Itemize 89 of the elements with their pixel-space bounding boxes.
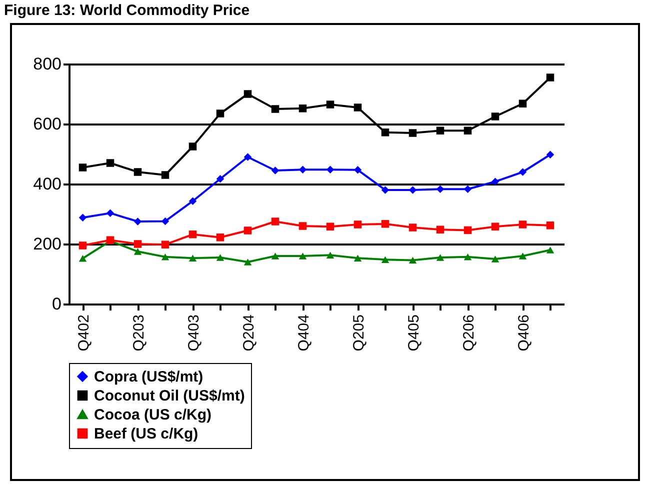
point: [491, 222, 500, 230]
point: [244, 153, 252, 161]
point: [381, 186, 390, 194]
legend-label: Beef (US c/Kg): [94, 426, 198, 442]
point: [518, 168, 527, 176]
point: [188, 142, 197, 150]
x-tick-label: Q403: [185, 314, 202, 352]
point: [546, 150, 554, 158]
point: [244, 226, 252, 234]
y-tick-label: 0: [52, 294, 62, 314]
point: [436, 126, 444, 134]
point: [408, 256, 417, 264]
point: [78, 214, 87, 222]
y-tick-label: 600: [33, 114, 62, 134]
point: [546, 74, 554, 82]
point: [408, 186, 417, 194]
point: [271, 252, 280, 260]
point: [546, 246, 554, 254]
point: [326, 166, 334, 174]
point: [298, 104, 307, 112]
point: [161, 217, 170, 226]
point: [326, 100, 334, 108]
point: [436, 254, 444, 261]
x-tick-label: Q402: [75, 314, 92, 352]
point: [408, 224, 417, 232]
point: [518, 100, 527, 108]
point: [298, 252, 307, 260]
point: [78, 255, 87, 262]
point: [271, 218, 280, 226]
x-tick-label: Q205: [350, 314, 368, 352]
point: [464, 185, 472, 193]
point: [161, 240, 170, 248]
point: [271, 166, 280, 174]
point: [161, 254, 170, 260]
legend-label: Coconut Oil (US$/mt): [94, 388, 245, 404]
point: [298, 222, 307, 230]
legend-label: Copra (US$/mt): [94, 368, 204, 386]
point: [134, 218, 142, 226]
chart-title: Figure 13: World Commodity Price: [4, 2, 251, 19]
point: [134, 240, 142, 248]
point: [216, 254, 224, 261]
point: [106, 209, 114, 217]
point: [188, 230, 197, 238]
x-tick-label: Q405: [405, 314, 422, 352]
point: [216, 110, 224, 118]
point: [216, 234, 224, 242]
point: [518, 252, 527, 260]
point: [518, 220, 527, 228]
point: [134, 248, 142, 255]
point: [408, 129, 417, 137]
point: [244, 90, 252, 98]
point: [298, 166, 307, 174]
point: [436, 226, 444, 234]
point: [354, 104, 362, 112]
point: [78, 164, 87, 172]
point: [354, 166, 362, 174]
point: [326, 252, 334, 258]
point: [491, 112, 500, 120]
point: [464, 126, 472, 134]
point: [188, 197, 197, 205]
y-tick-label: 800: [33, 54, 62, 74]
y-tick-label: 200: [33, 234, 62, 254]
point: [244, 258, 252, 266]
point: [216, 175, 224, 183]
x-tick-label: Q406: [515, 314, 532, 352]
point: [381, 220, 390, 228]
point: [161, 171, 170, 179]
point: [78, 242, 87, 250]
point: [134, 168, 142, 176]
point: [106, 159, 114, 167]
point: [464, 254, 472, 260]
point: [381, 256, 390, 263]
x-tick-label: Q206: [460, 314, 478, 352]
y-tick-label: 400: [33, 174, 62, 194]
point: [326, 222, 334, 230]
point: [354, 254, 362, 262]
point: [491, 178, 500, 186]
point: [354, 220, 362, 228]
x-tick-label: Q203: [130, 314, 148, 352]
point: [464, 226, 472, 234]
point: [546, 222, 554, 230]
x-tick-label: Q204: [240, 314, 258, 352]
point: [436, 185, 444, 193]
legend-label: Cocoa (US c/Kg): [94, 406, 212, 424]
point: [271, 105, 280, 113]
x-tick-label: Q404: [295, 314, 312, 352]
point: [491, 256, 500, 262]
point: [381, 128, 390, 136]
point: [188, 254, 197, 262]
